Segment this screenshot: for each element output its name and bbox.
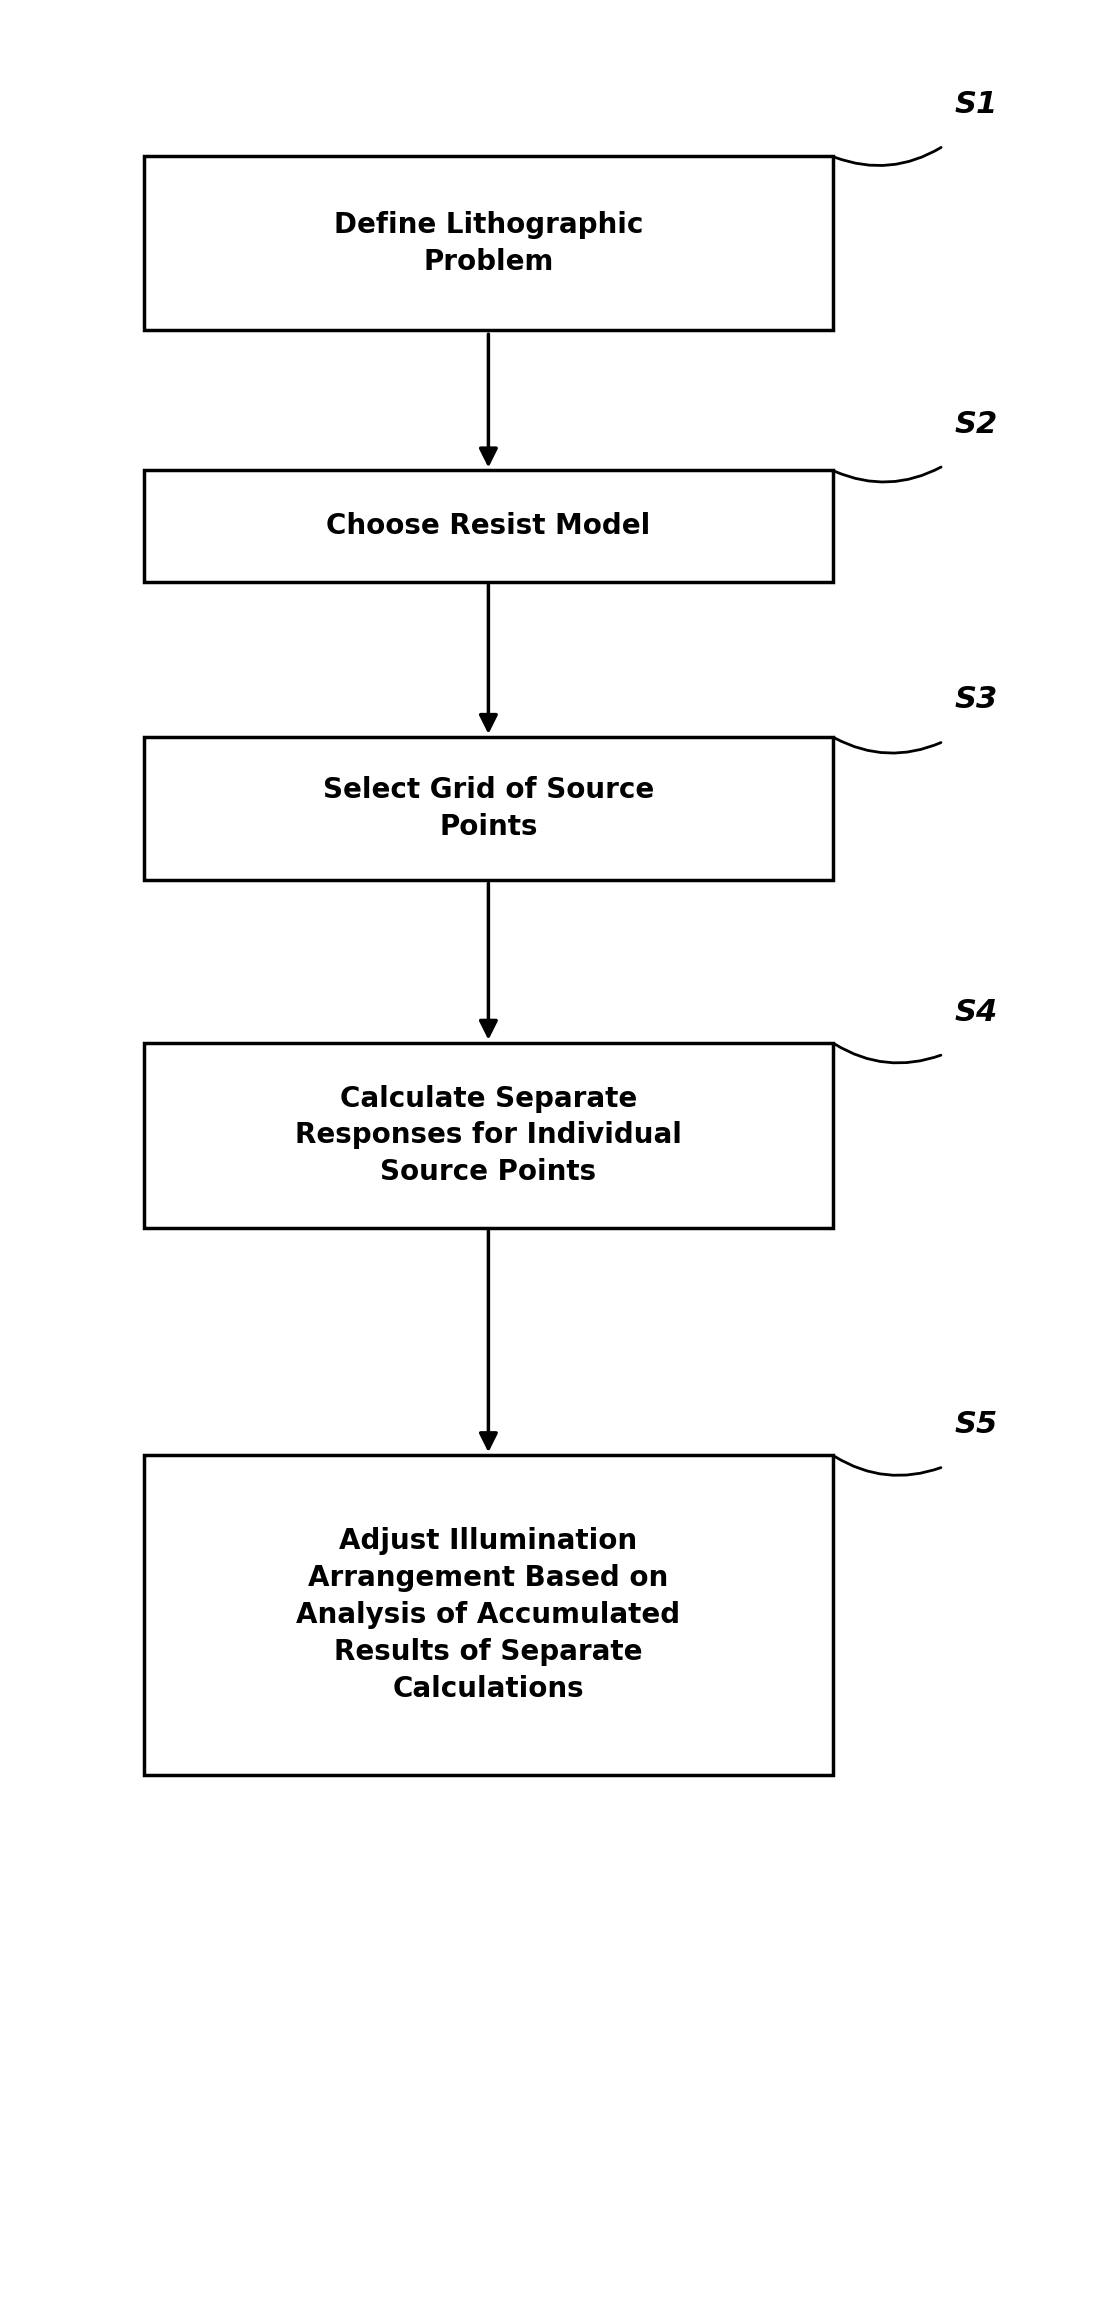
Bar bbox=[144, 737, 832, 880]
Bar bbox=[144, 1455, 832, 1775]
Bar bbox=[144, 158, 832, 329]
Text: S5: S5 bbox=[955, 1411, 998, 1439]
Text: Define Lithographic
Problem: Define Lithographic Problem bbox=[334, 211, 643, 276]
Text: S1: S1 bbox=[955, 90, 998, 118]
Text: Select Grid of Source
Points: Select Grid of Source Points bbox=[323, 776, 654, 841]
Bar bbox=[144, 1043, 832, 1228]
Text: Choose Resist Model: Choose Resist Model bbox=[326, 512, 650, 540]
Text: S3: S3 bbox=[955, 686, 998, 714]
Text: S4: S4 bbox=[955, 999, 998, 1026]
Text: S2: S2 bbox=[955, 410, 998, 438]
Bar bbox=[144, 470, 832, 582]
Text: Calculate Separate
Responses for Individual
Source Points: Calculate Separate Responses for Individ… bbox=[295, 1084, 682, 1186]
Text: Adjust Illumination
Arrangement Based on
Analysis of Accumulated
Results of Sepa: Adjust Illumination Arrangement Based on… bbox=[296, 1527, 680, 1703]
